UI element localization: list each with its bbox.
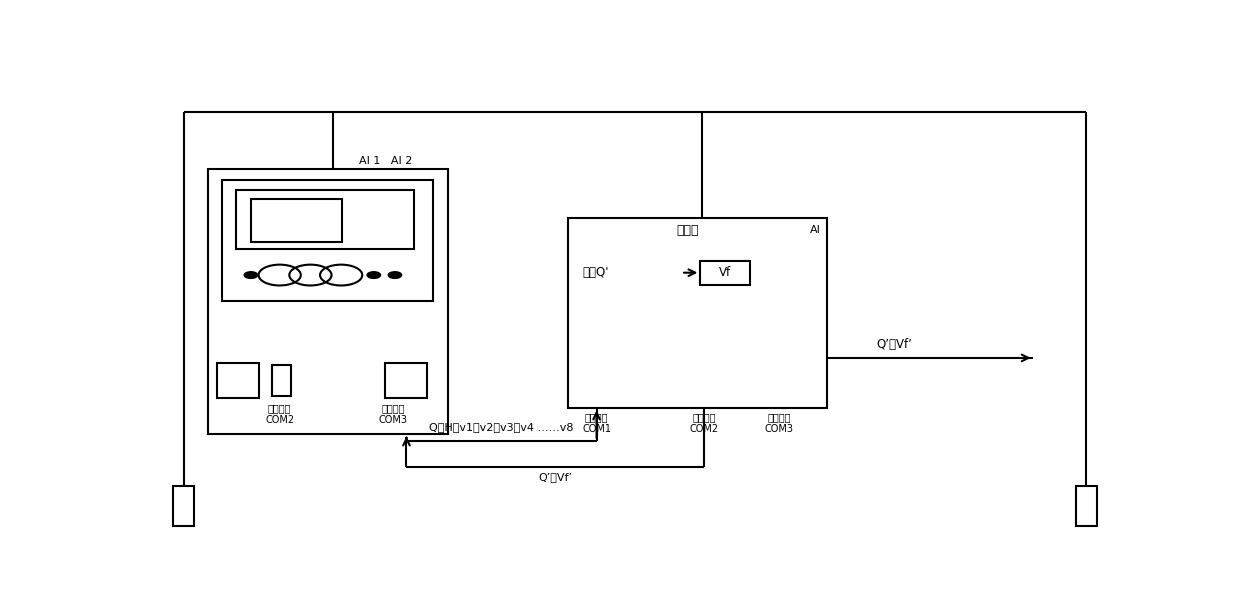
Text: （从站）
COM2: （从站） COM2 — [265, 403, 295, 424]
Polygon shape — [250, 199, 342, 242]
Polygon shape — [217, 363, 259, 398]
Text: （从站）
COM3: （从站） COM3 — [764, 413, 793, 434]
Polygon shape — [273, 365, 291, 396]
Polygon shape — [385, 363, 426, 398]
Text: Q’、Vf’: Q’、Vf’ — [876, 338, 912, 351]
Polygon shape — [208, 169, 447, 434]
Text: Q’、Vf’: Q’、Vf’ — [538, 472, 572, 482]
Text: Q、H、v1、v2、v3、v4 ……v8: Q、H、v1、v2、v3、v4 ……v8 — [429, 423, 574, 432]
Text: 计算Q': 计算Q' — [582, 266, 608, 279]
Text: （从站）
COM2: （从站） COM2 — [690, 413, 719, 434]
Polygon shape — [567, 218, 828, 408]
Polygon shape — [237, 190, 414, 249]
Polygon shape — [1075, 486, 1097, 526]
Text: AI: AI — [810, 225, 821, 235]
Circle shape — [367, 272, 380, 279]
Text: 单片机: 单片机 — [676, 224, 699, 237]
Circle shape — [388, 272, 401, 279]
Text: （主站）
COM1: （主站） COM1 — [582, 413, 611, 434]
Text: （主站）
COM3: （主站） COM3 — [378, 403, 408, 424]
Polygon shape — [700, 261, 751, 285]
Polygon shape — [173, 486, 195, 526]
Polygon shape — [222, 180, 434, 301]
Circle shape — [244, 272, 258, 279]
Text: AI 1   AI 2: AI 1 AI 2 — [358, 156, 413, 166]
Text: Vf: Vf — [719, 266, 731, 279]
